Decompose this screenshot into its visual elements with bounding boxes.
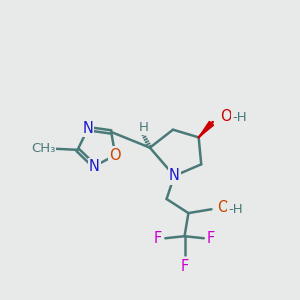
Text: N: N [82,121,93,136]
Text: O: O [110,148,121,163]
Text: -H: -H [232,111,247,124]
Text: H: H [139,122,149,134]
Text: -H: -H [228,203,243,216]
Text: F: F [207,231,215,246]
Text: F: F [154,231,162,246]
Text: O: O [220,109,232,124]
Text: N: N [169,168,180,183]
Text: CH₃: CH₃ [31,142,55,155]
Polygon shape [199,122,214,137]
Text: F: F [180,259,189,274]
Text: N: N [89,159,100,174]
Text: O: O [217,200,229,215]
